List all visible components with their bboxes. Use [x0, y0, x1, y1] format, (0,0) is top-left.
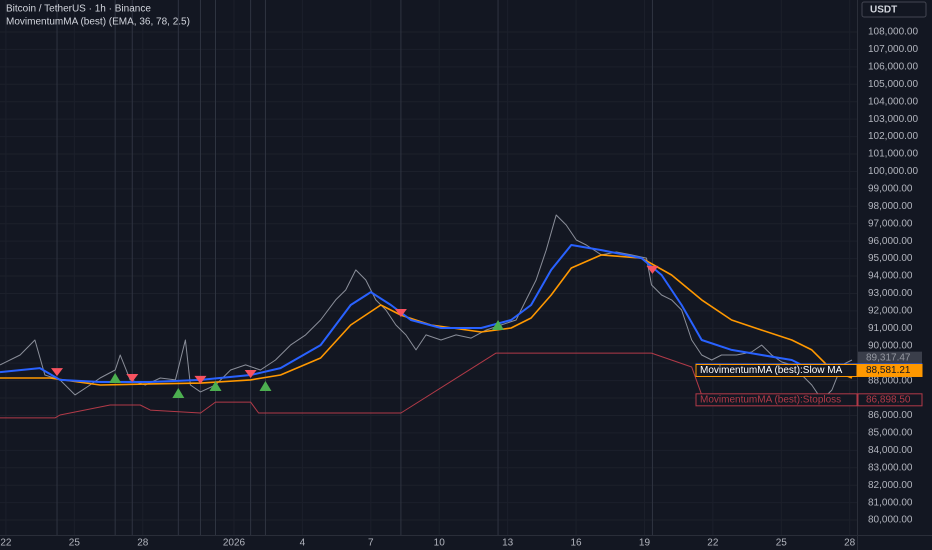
series-value-label: 86,898.50 [866, 394, 911, 405]
sell-signal [646, 265, 659, 274]
x-tick-label: 2026 [223, 538, 246, 549]
y-tick-label: 107,000.00 [868, 44, 918, 55]
x-tick-label: 13 [502, 538, 514, 549]
buy-signal [259, 381, 272, 392]
y-tick-label: 83,000.00 [868, 462, 913, 473]
sell-signal [394, 308, 407, 317]
series-name-box [695, 363, 858, 377]
sell-signal [244, 369, 257, 378]
y-tick-label: 94,000.00 [868, 271, 913, 282]
sell-signal [194, 375, 207, 384]
y-tick-label: 97,000.00 [868, 218, 913, 229]
y-tick-label: 95,000.00 [868, 253, 913, 264]
y-tick-label: 92,000.00 [868, 306, 913, 317]
series-value-box [857, 393, 923, 407]
x-tick-label: 25 [69, 538, 81, 549]
plot-area [0, 0, 857, 535]
x-tick-label: 19 [639, 538, 651, 549]
series-line [0, 214, 853, 401]
y-tick-label: 104,000.00 [868, 96, 918, 107]
currency-button-label[interactable]: USDT [870, 5, 897, 16]
last-price-box [858, 351, 922, 364]
x-tick-label: 22 [0, 538, 12, 549]
y-tick-label: 84,000.00 [868, 445, 913, 456]
series-name-label: MovimentumMA (best):Slow MA [700, 365, 843, 376]
last-price-label: 89,317.47 [866, 352, 911, 363]
y-tick-label: 108,000.00 [868, 27, 918, 38]
y-tick-label: 80,000.00 [868, 515, 913, 526]
x-tick-label: 28 [844, 538, 856, 549]
x-tick-label: 25 [776, 538, 788, 549]
buy-signal [172, 387, 185, 398]
grid [0, 0, 857, 535]
y-tick-label: 101,000.00 [868, 149, 918, 160]
currency-button[interactable] [861, 1, 927, 18]
x-tick-label: 28 [137, 538, 149, 549]
x-tick-label: 16 [570, 538, 582, 549]
y-tick-label: 103,000.00 [868, 114, 918, 125]
y-tick-label: 91,000.00 [868, 323, 913, 334]
buy-signal [209, 381, 222, 392]
series-name-box [695, 393, 858, 407]
symbol-title: Bitcoin / TetherUS · 1h · Binance [6, 4, 151, 15]
y-tick-label: 82,000.00 [868, 480, 913, 491]
y-tick-label: 96,000.00 [868, 236, 913, 247]
indicator-title: MovimentumMA (best) (EMA, 36, 78, 2.5) [6, 17, 190, 28]
y-tick-label: 102,000.00 [868, 131, 918, 142]
sell-signal [126, 374, 139, 383]
x-tick-label: 7 [368, 538, 374, 549]
y-tick-label: 85,000.00 [868, 428, 913, 439]
buy-signal [492, 320, 505, 331]
series-value-box [857, 363, 923, 377]
series-line [0, 254, 853, 386]
y-tick-label: 105,000.00 [868, 79, 918, 90]
y-tick-label: 100,000.00 [868, 166, 918, 177]
x-tick-label: 4 [300, 538, 306, 549]
y-tick-label: 86,000.00 [868, 410, 913, 421]
series-value-label: 88,581.21 [866, 365, 911, 376]
y-tick-label: 106,000.00 [868, 62, 918, 73]
series-name-label: MovimentumMA (best):Stoploss [700, 394, 841, 405]
y-tick-label: 99,000.00 [868, 184, 913, 195]
x-tick-label: 22 [707, 538, 719, 549]
y-tick-label: 88,000.00 [868, 375, 913, 386]
y-tick-label: 98,000.00 [868, 201, 913, 212]
y-tick-label: 93,000.00 [868, 288, 913, 299]
axes: 80,000.00 81,000.00 82,000.00 83,000.00 84,0… [0, 27, 918, 549]
y-tick-label: 90,000.00 [868, 340, 913, 351]
series-line [0, 244, 852, 383]
buy-signal [109, 373, 122, 384]
sell-signal [51, 368, 64, 377]
y-tick-label: 81,000.00 [868, 497, 913, 508]
x-tick-label: 10 [434, 538, 446, 549]
series-line [0, 352, 857, 419]
